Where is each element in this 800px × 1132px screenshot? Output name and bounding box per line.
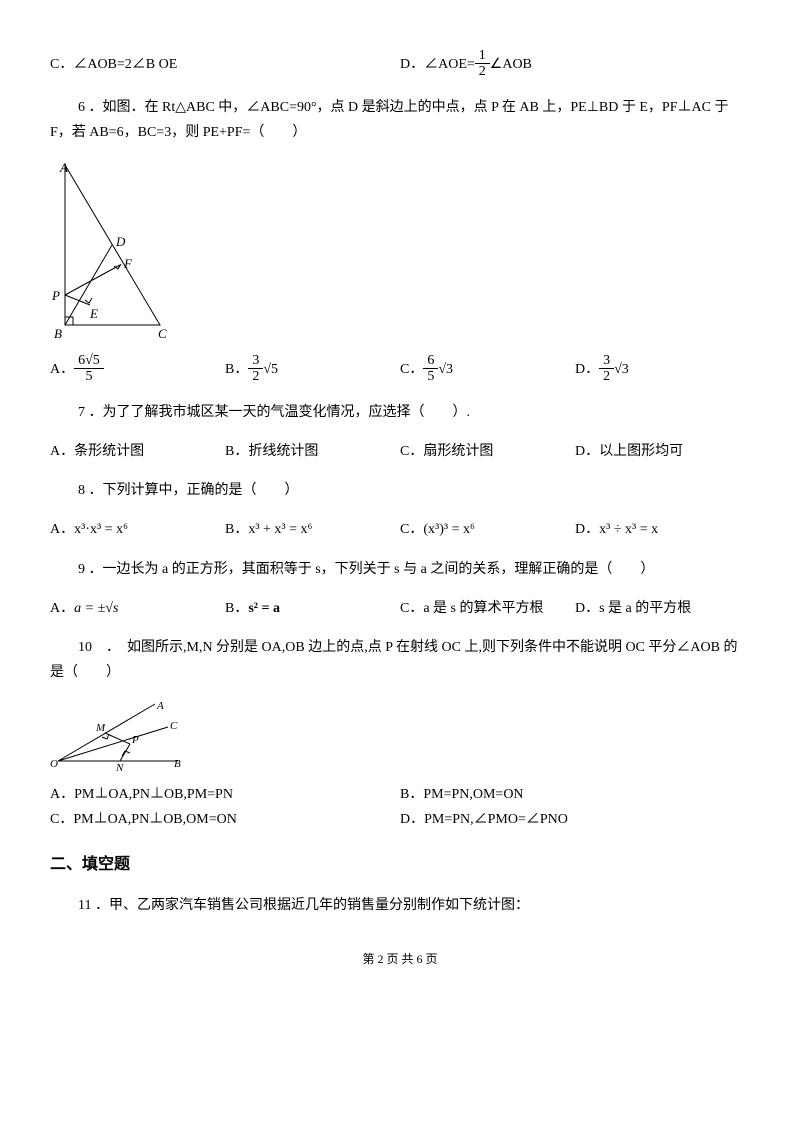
q5-opt-c: C．∠AOB=2∠B OE [50,48,400,81]
svg-text:B: B [174,758,181,770]
frac-den: 2 [475,64,490,81]
svg-text:M: M [95,722,106,734]
opt-label: D． [575,357,599,382]
q8-a-math: x³·x³ = x⁶ [74,517,128,542]
q9-text: 9 ．一边长为 a 的正方形，其面积等于 s，下列关于 s 与 a 之间的关系，… [50,557,750,582]
q6-b-frac: 3 2 [248,353,263,386]
q5-optd-suffix: ∠AOB [490,52,532,77]
opt-label: C． [400,357,423,382]
q10-opt-b: B．PM=PN,OM=ON [400,782,750,807]
frac-den: 2 [248,369,263,386]
q9-opt-b: B． s² = a [225,596,400,621]
q6-diagram: A B C D F P E [50,160,180,345]
opt-label: A． [50,357,74,382]
frac-den: 2 [599,369,614,386]
q8-b-math: x³ + x³ = x⁶ [248,517,312,542]
q10-opt-a: A．PM⊥OA,PN⊥OB,PM=PN [50,782,400,807]
svg-text:C: C [158,326,167,341]
q8-opt-a: A． x³·x³ = x⁶ [50,517,225,542]
q5-options: C．∠AOB=2∠B OE D．∠AOE= 1 2 ∠AOB [50,48,750,81]
frac-den: 5 [74,369,104,386]
svg-text:P: P [51,288,60,303]
opt-label: A． [50,596,74,621]
q6-opt-d: D． 3 2 √3 [575,353,750,386]
opt-label: A． [50,517,74,542]
q5-optd-prefix: D．∠AOE= [400,52,475,77]
q6-c-frac: 6 5 [423,353,438,386]
frac-num: 1 [475,48,490,64]
q6-d-frac: 3 2 [599,353,614,386]
q10-text: 10 ． 如图所示,M,N 分别是 OA,OB 边上的点,点 P 在射线 OC … [50,635,750,685]
q5-optd-frac: 1 2 [475,48,490,81]
svg-text:F: F [123,256,133,271]
svg-text:A: A [59,160,68,175]
svg-text:E: E [89,306,98,321]
q5-optc-text: C．∠AOB=2∠B OE [50,52,177,77]
opt-label: B． [225,517,248,542]
q9-b-math: s² = a [248,596,280,621]
q8-opt-c: C． (x³)³ = x⁶ [400,517,575,542]
q7-options: A．条形统计图 B．折线统计图 C．扇形统计图 D．以上图形均可 [50,439,750,464]
svg-text:N: N [115,762,124,774]
q8-text: 8 ．下列计算中，正确的是（ ） [50,478,750,503]
frac-num: 6 [423,353,438,369]
q6-text: 6 ．如图．在 Rt△ABC 中，∠ABC=90°，点 D 是斜边上的中点，点 … [50,95,750,145]
svg-text:A: A [156,700,164,712]
q6-c-tail: √3 [438,357,453,382]
q7-opt-c: C．扇形统计图 [400,439,575,464]
q8-d-math: x³ ÷ x³ = x [599,517,658,542]
q10-diagram: O A B C M N P [50,699,190,774]
frac-den: 5 [423,369,438,386]
frac-num: 3 [599,353,614,369]
q7-opt-b: B．折线统计图 [225,439,400,464]
opt-label: B． [225,596,248,621]
frac-num: 3 [248,353,263,369]
opt-label: B． [225,357,248,382]
q10-opt-d: D．PM=PN,∠PMO=∠PNO [400,807,750,832]
section-2-title: 二、填空题 [50,851,750,880]
q7-text: 7 ．为了了解我市城区某一天的气温变化情况，应选择（ ）. [50,400,750,425]
q7-opt-a: A．条形统计图 [50,439,225,464]
svg-text:C: C [170,720,178,732]
q6-options: A． 6√5 5 B． 3 2 √5 C． 6 5 √3 D． 3 2 √3 [50,353,750,386]
q9-a-math: a = ±√s [74,596,118,621]
opt-label: D． [575,517,599,542]
q8-opt-d: D． x³ ÷ x³ = x [575,517,750,542]
svg-text:D: D [115,234,126,249]
q10-options: A．PM⊥OA,PN⊥OB,PM=PN B．PM=PN,OM=ON C．PM⊥O… [50,782,750,832]
q9-options: A． a = ±√s B． s² = a C．a 是 s 的算术平方根 D．s … [50,596,750,621]
svg-text:O: O [50,758,58,770]
opt-label: C． [400,517,423,542]
q8-options: A． x³·x³ = x⁶ B． x³ + x³ = x⁶ C． (x³)³ =… [50,517,750,542]
q6-opt-b: B． 3 2 √5 [225,353,400,386]
q9-opt-d: D．s 是 a 的平方根 [575,596,750,621]
q6-opt-c: C． 6 5 √3 [400,353,575,386]
q5-opt-d: D．∠AOE= 1 2 ∠AOB [400,48,750,81]
frac-num: 6√5 [74,353,104,369]
svg-text:B: B [54,326,62,341]
q10-opt-c: C．PM⊥OA,PN⊥OB,OM=ON [50,807,400,832]
q6-b-tail: √5 [263,357,278,382]
q7-opt-d: D．以上图形均可 [575,439,750,464]
q6-opt-a: A． 6√5 5 [50,353,225,386]
q6-d-tail: √3 [614,357,629,382]
page-footer: 第 2 页 共 6 页 [50,949,750,971]
q11-text: 11 ．甲、乙两家汽车销售公司根据近几年的销售量分别制作如下统计图： [50,893,750,918]
q8-opt-b: B． x³ + x³ = x⁶ [225,517,400,542]
q6-a-frac: 6√5 5 [74,353,104,386]
q8-c-math: (x³)³ = x⁶ [423,517,475,542]
q9-opt-a: A． a = ±√s [50,596,225,621]
svg-text:P: P [131,734,139,746]
q9-opt-c: C．a 是 s 的算术平方根 [400,596,575,621]
